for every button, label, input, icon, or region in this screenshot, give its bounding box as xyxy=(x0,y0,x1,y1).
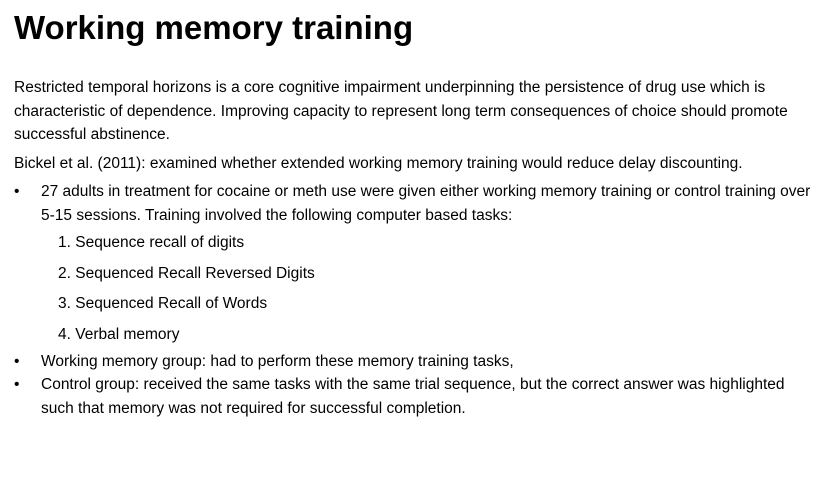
study-paragraph: Bickel et al. (2011): examined whether e… xyxy=(14,154,743,172)
task-item: 4. Verbal memory xyxy=(58,325,180,343)
bullet-working-memory-group: • Working memory group: had to perform t… xyxy=(14,350,814,374)
task-list: 1. Sequence recall of digits 2. Sequence… xyxy=(58,231,814,346)
task-item: 3. Sequenced Recall of Words xyxy=(58,295,268,312)
bullet-control-group: • Control group: received the same tasks… xyxy=(14,373,814,420)
bullet-text: Working memory group: had to perform the… xyxy=(41,352,514,370)
slide-title: Working memory training xyxy=(14,9,414,46)
bullet-dot: • xyxy=(14,183,20,200)
bullet-text: Control group: received the same tasks w… xyxy=(41,376,785,417)
bullet-participants: • 27 adults in treatment for cocaine or … xyxy=(14,180,814,227)
intro-paragraph: Restricted temporal horizons is a core c… xyxy=(14,79,788,143)
slide-body: Restricted temporal horizons is a core c… xyxy=(14,76,814,420)
task-item: 2. Sequenced Recall Reversed Digits xyxy=(58,264,315,282)
bullet-text: 27 adults in treatment for cocaine or me… xyxy=(41,183,811,224)
task-item: 1. Sequence recall of digits xyxy=(58,234,245,251)
bullet-dot: • xyxy=(14,376,20,393)
bullet-dot: • xyxy=(14,352,20,370)
